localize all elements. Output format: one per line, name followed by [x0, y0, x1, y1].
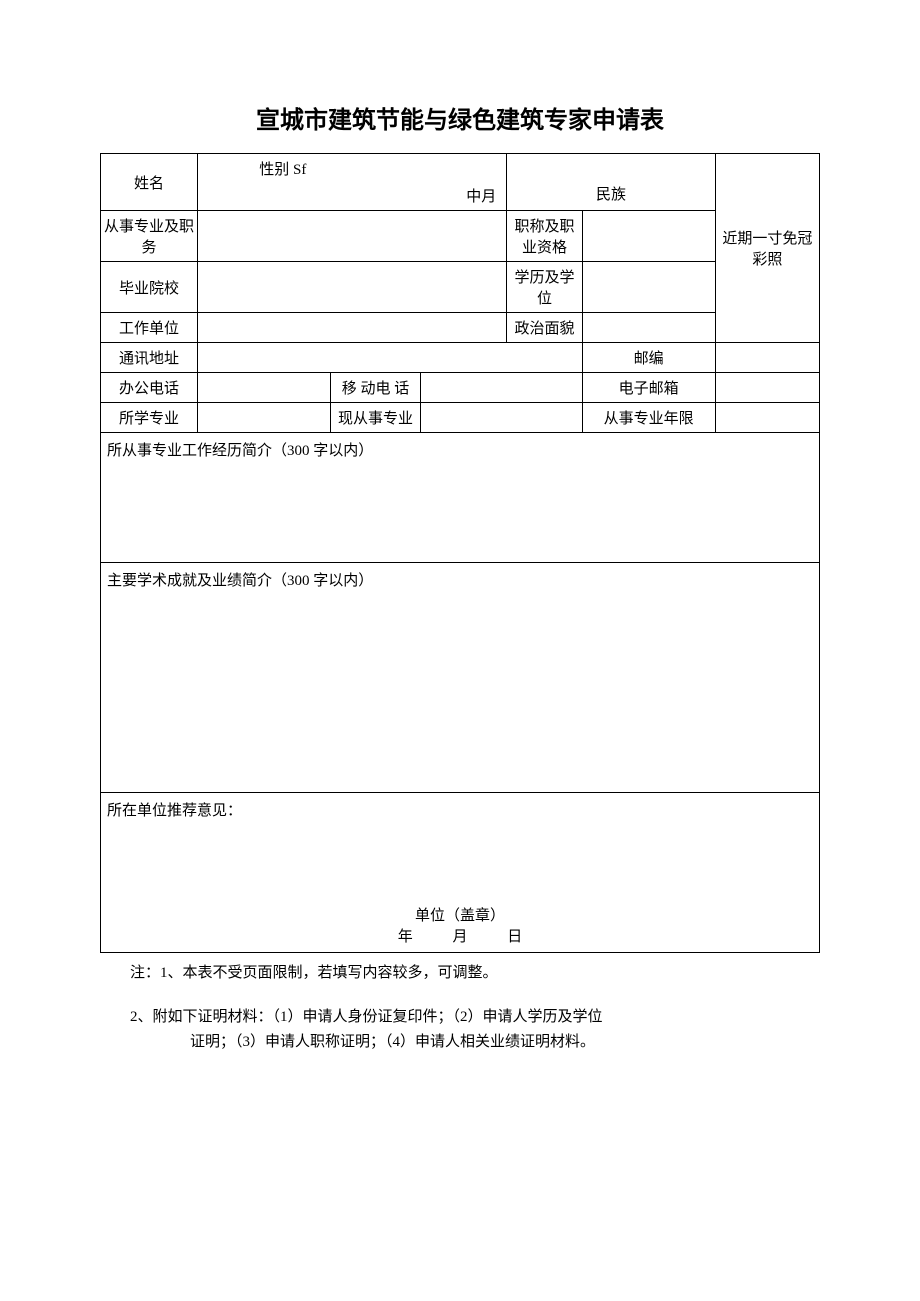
label-birth-suffix: 中月: [198, 183, 506, 210]
table-row: 从事专业及职务 职称及职业资格: [101, 211, 820, 262]
value-politics[interactable]: [582, 313, 715, 343]
table-row: 毕业院校 学历及学位: [101, 262, 820, 313]
value-gender[interactable]: [368, 154, 507, 183]
cell-achievements[interactable]: 主要学术成就及业绩简介（300 字以内）: [101, 563, 820, 793]
label-current-major: 现从事专业: [331, 403, 421, 433]
label-name: 姓名: [101, 154, 198, 211]
value-email[interactable]: [715, 373, 819, 403]
cell-work-history[interactable]: 所从事专业工作经历简介（300 字以内）: [101, 433, 820, 563]
label-mobile-phone: 移 动电 话: [331, 373, 421, 403]
cell-gender-birth: 性别 Sf 中月: [198, 154, 507, 211]
note-2-line1: 2、附如下证明材料：（1）申请人身份证复印件；（2）申请人学历及学位: [100, 1005, 820, 1031]
value-address[interactable]: [198, 343, 583, 373]
label-degree: 学历及学位: [507, 262, 582, 313]
label-postcode: 邮编: [582, 343, 715, 373]
label-month: 月: [452, 929, 467, 945]
label-politics: 政治面貌: [507, 313, 582, 343]
table-row: 办公电话 移 动电 话 电子邮箱: [101, 373, 820, 403]
label-gender: 性别 Sf: [198, 154, 367, 183]
value-office-phone[interactable]: [198, 373, 331, 403]
table-row: 所在单位推荐意见： 单位（盖章） 年 月 日: [101, 793, 820, 953]
value-postcode[interactable]: [715, 343, 819, 373]
label-photo: 近期一寸免冠彩照: [715, 154, 819, 343]
label-year: 年: [398, 929, 413, 945]
application-form-table: 姓名 性别 Sf 中月 民族 近期一寸免冠彩照 从事专业及职务 职称及职业资格 …: [100, 153, 820, 953]
value-years[interactable]: [715, 403, 819, 433]
label-day: 日: [507, 929, 522, 945]
cell-opinion[interactable]: 所在单位推荐意见： 单位（盖章） 年 月 日: [101, 793, 820, 953]
label-ethnicity: 民族: [507, 154, 715, 211]
label-stamp: 单位（盖章）: [101, 904, 819, 925]
value-major[interactable]: [198, 403, 331, 433]
label-school: 毕业院校: [101, 262, 198, 313]
label-title-qual: 职称及职业资格: [507, 211, 582, 262]
value-position[interactable]: [198, 211, 507, 262]
value-mobile-phone[interactable]: [420, 373, 582, 403]
value-degree[interactable]: [582, 262, 715, 313]
label-opinion: 所在单位推荐意见：: [107, 803, 242, 819]
value-title-qual[interactable]: [582, 211, 715, 262]
value-employer[interactable]: [198, 313, 507, 343]
value-school[interactable]: [198, 262, 507, 313]
date-line: 年 月 日: [101, 925, 819, 946]
label-office-phone: 办公电话: [101, 373, 198, 403]
table-row: 主要学术成就及业绩简介（300 字以内）: [101, 563, 820, 793]
value-current-major[interactable]: [420, 403, 582, 433]
label-work-history: 所从事专业工作经历简介（300 字以内）: [107, 443, 373, 459]
notes-section: 注：1、本表不受页面限制，若填写内容较多，可调整。 2、附如下证明材料：（1）申…: [100, 961, 820, 1056]
table-row: 所学专业 现从事专业 从事专业年限: [101, 403, 820, 433]
label-achievements: 主要学术成就及业绩简介（300 字以内）: [107, 573, 373, 589]
label-position: 从事专业及职务: [101, 211, 198, 262]
table-row: 所从事专业工作经历简介（300 字以内）: [101, 433, 820, 563]
table-row: 工作单位 政治面貌: [101, 313, 820, 343]
label-address: 通讯地址: [101, 343, 198, 373]
stamp-block: 单位（盖章） 年 月 日: [101, 904, 819, 946]
table-row: 姓名 性别 Sf 中月 民族 近期一寸免冠彩照: [101, 154, 820, 211]
label-major: 所学专业: [101, 403, 198, 433]
label-employer: 工作单位: [101, 313, 198, 343]
form-title: 宣城市建筑节能与绿色建筑专家申请表: [100, 100, 820, 135]
label-email: 电子邮箱: [582, 373, 715, 403]
note-2-line2: 证明；（3）申请人职称证明；（4）申请人相关业绩证明材料。: [100, 1030, 820, 1056]
label-years: 从事专业年限: [582, 403, 715, 433]
table-row: 通讯地址 邮编: [101, 343, 820, 373]
note-1: 注：1、本表不受页面限制，若填写内容较多，可调整。: [100, 961, 820, 987]
